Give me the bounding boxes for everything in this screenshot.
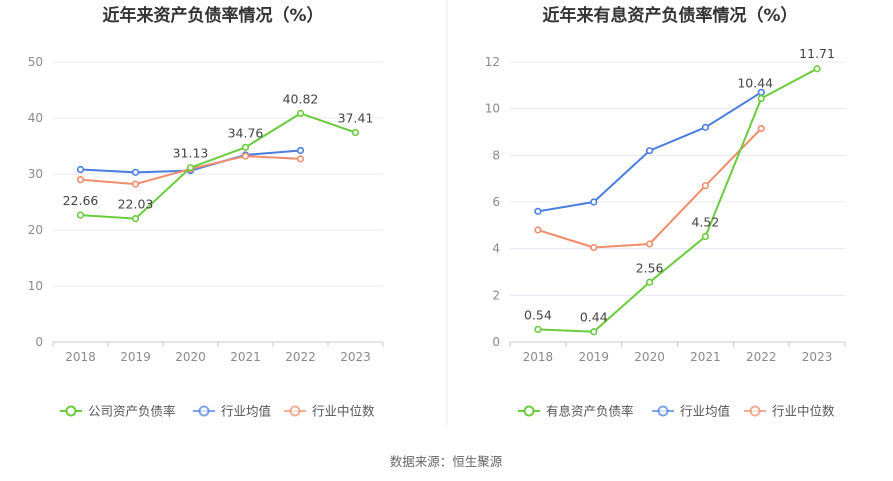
- data-label: 2.56: [636, 260, 664, 275]
- x-tick-label: 2018: [65, 350, 96, 364]
- x-tick-label: 2018: [523, 350, 554, 364]
- y-tick-label: 10: [485, 102, 500, 116]
- y-tick-label: 8: [492, 148, 500, 162]
- data-point: [76, 165, 85, 174]
- data-point: [534, 325, 542, 334]
- x-tick-label: 2020: [175, 350, 206, 364]
- data-point: [296, 155, 305, 163]
- legend-swatch-marker: [523, 405, 535, 417]
- y-tick-label: 4: [492, 242, 500, 256]
- data-point: [645, 147, 654, 155]
- data-label: 40.82: [283, 91, 319, 106]
- right-chart: 近年来有息资产负债率情况（%） 0 2 4 6 8 10 12 2018 2019 2020 2021…: [485, 5, 846, 419]
- legend-label: 公司资产负债率: [88, 404, 176, 419]
- data-point: [76, 176, 85, 184]
- data-label: 34.76: [228, 125, 264, 140]
- legend-swatch-marker: [657, 405, 669, 417]
- series-line: [537, 67, 818, 333]
- x-tick-label: 2022: [746, 350, 777, 364]
- source-note: 数据来源：恒生聚源: [390, 454, 503, 469]
- data-point: [701, 182, 710, 190]
- y-tick-label: 6: [492, 195, 500, 209]
- x-tick-label: 2021: [230, 350, 261, 364]
- left-chart: 近年来资产负债率情况（%） 0 10 20 30 40 50 2018 2019 2020 2021…: [28, 5, 384, 419]
- legend-item[interactable]: 行业均值: [193, 404, 271, 419]
- legend-label: 有息资产负债率: [546, 404, 634, 419]
- legend-item[interactable]: 公司资产负债率: [60, 404, 176, 419]
- data-point: [701, 232, 710, 241]
- series-line: [537, 127, 762, 249]
- legend-swatch-marker: [65, 405, 77, 417]
- data-point: [296, 109, 305, 118]
- data-point: [757, 94, 765, 102]
- legend-swatch-marker: [749, 405, 761, 417]
- data-label: 22.03: [118, 197, 154, 212]
- legend-item[interactable]: 有息资产负债率: [518, 404, 634, 419]
- legend-label: 行业均值: [680, 404, 730, 419]
- legend-label: 行业中位数: [312, 404, 375, 419]
- data-point: [813, 65, 821, 73]
- legend-swatch-marker: [198, 405, 210, 417]
- data-point: [645, 278, 654, 286]
- legend-item[interactable]: 行业中位数: [284, 404, 375, 419]
- y-tick-label: 30: [28, 167, 43, 181]
- data-point: [351, 128, 360, 137]
- y-tick-label: 0: [35, 335, 43, 349]
- series-line: [80, 112, 356, 220]
- data-label: 31.13: [173, 146, 209, 161]
- data-point: [590, 243, 598, 252]
- data-label: 0.54: [524, 307, 552, 322]
- x-tick-label: 2021: [690, 350, 721, 364]
- data-point: [590, 328, 598, 336]
- x-tick-label: 2019: [120, 350, 151, 364]
- y-tick-label: 50: [28, 55, 43, 69]
- data-point: [131, 180, 140, 188]
- x-tick-label: 2023: [340, 350, 371, 364]
- x-tick-label: 2023: [802, 350, 833, 364]
- data-label: 10.44: [737, 75, 773, 90]
- data-point: [701, 123, 710, 131]
- y-tick-label: 12: [485, 55, 500, 69]
- data-label: 0.44: [580, 310, 608, 325]
- data-point: [131, 215, 140, 223]
- legend-label: 行业中位数: [772, 404, 835, 419]
- data-point: [241, 152, 250, 160]
- data-point: [590, 198, 598, 206]
- data-point: [534, 207, 542, 215]
- legend-item[interactable]: 行业均值: [652, 404, 730, 419]
- y-tick-label: 40: [28, 111, 43, 125]
- x-tick-label: 2020: [634, 350, 665, 364]
- data-point: [534, 226, 542, 234]
- x-tick-label: 2019: [578, 350, 609, 364]
- chart-title: 近年来有息资产负债率情况（%）: [542, 5, 797, 26]
- y-tick-label: 20: [28, 223, 43, 237]
- legend-item[interactable]: 行业中位数: [744, 404, 835, 419]
- data-point: [757, 124, 765, 133]
- data-point: [645, 240, 654, 248]
- legend-swatch-marker: [289, 405, 301, 417]
- data-label: 11.71: [799, 46, 835, 61]
- data-point: [241, 143, 250, 151]
- data-point: [186, 164, 195, 172]
- x-tick-label: 2022: [285, 350, 316, 364]
- data-label: 37.41: [338, 111, 374, 126]
- data-point: [296, 146, 305, 155]
- y-tick-label: 0: [492, 335, 500, 349]
- data-label: 4.52: [691, 215, 719, 230]
- data-point: [76, 211, 85, 219]
- y-tick-label: 2: [492, 288, 500, 302]
- data-label: 22.66: [63, 193, 99, 208]
- legend-label: 行业均值: [221, 404, 271, 419]
- data-point: [131, 168, 140, 176]
- chart-title: 近年来资产负债率情况（%）: [102, 5, 323, 26]
- y-tick-label: 10: [28, 279, 43, 293]
